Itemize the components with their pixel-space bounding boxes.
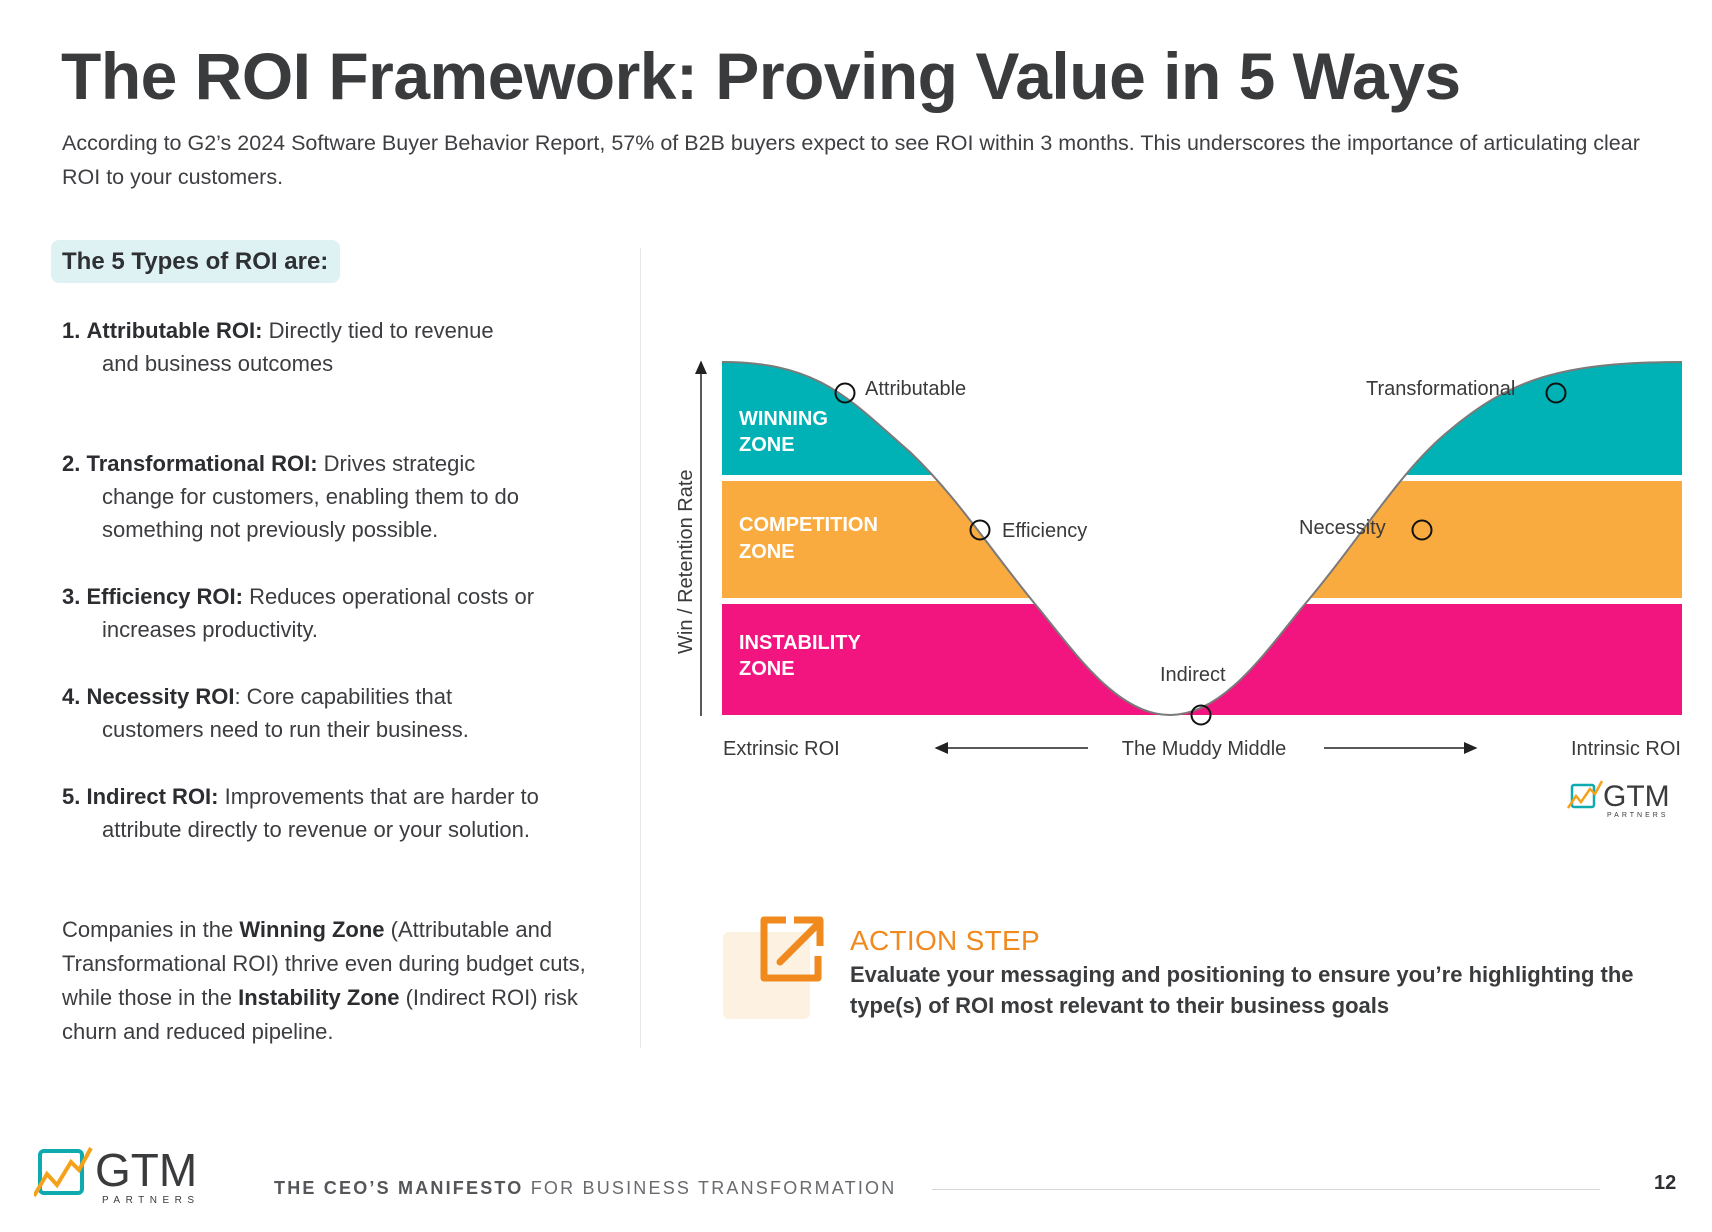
footer-logo: GTM PARTNERS: [34, 1144, 200, 1206]
logo-text: GTM: [1603, 780, 1670, 813]
instability-zone-band: [722, 604, 1682, 715]
necessity-label: Necessity: [1299, 517, 1386, 539]
page-number: 12: [1654, 1172, 1677, 1194]
page-title: The ROI Framework: Proving Value in 5 Wa…: [61, 39, 1461, 113]
action-step-title: ACTION STEP: [850, 925, 1040, 956]
logo-subtext: PARTNERS: [1607, 812, 1668, 819]
roi-item-desc: : Core capabilities that: [234, 684, 453, 709]
x-axis-left-label: Extrinsic ROI: [723, 738, 840, 760]
external-link-icon: [760, 916, 824, 982]
roi-item-attributable: 1. Attributable ROI: Directly tied to re…: [62, 314, 622, 380]
x-axis-middle-label: The Muddy Middle: [1122, 738, 1287, 760]
roi-item-desc: Improvements that are harder to: [218, 784, 539, 809]
instability-zone-label: INSTABILITY: [739, 632, 862, 654]
attributable-label: Attributable: [865, 378, 966, 400]
logo-frame: [38, 1149, 84, 1195]
roi-item-desc-cont: customers need to run their business.: [102, 717, 469, 742]
roi-item-desc-cont: attribute directly to revenue or your so…: [102, 817, 531, 842]
logo-subtext: PARTNERS: [102, 1195, 200, 1206]
roi-item-desc-cont: increases productivity.: [102, 617, 319, 642]
efficiency-label: Efficiency: [1002, 520, 1087, 542]
roi-item-transformational: 2. Transformational ROI: Drives strategi…: [62, 447, 602, 546]
zones-text: (Attributable and Transformational ROI) …: [62, 917, 586, 1010]
y-axis-label: Win / Retention Rate: [675, 469, 697, 654]
zones-paragraph: Companies in the Winning Zone (Attributa…: [62, 913, 622, 1049]
roi-item-number: 5.: [62, 784, 81, 809]
roi-item-number: 3.: [62, 584, 81, 609]
roi-item-indirect: 5. Indirect ROI: Improvements that are h…: [62, 780, 642, 846]
transformational-point: [1545, 382, 1567, 404]
roi-item-label: Necessity ROI: [86, 684, 235, 709]
column-divider: [640, 248, 641, 1048]
competition-zone-label-2: ZONE: [739, 541, 795, 563]
roi-item-desc: Directly tied to revenue: [262, 318, 494, 343]
roi-item-desc: Reduces operational costs or: [242, 584, 535, 609]
winning-zone-label: WINNING: [739, 408, 828, 430]
chart-logo: GTM PARTNERS: [1566, 780, 1670, 819]
action-step-text: Evaluate your messaging and positioning …: [850, 962, 1634, 1018]
indirect-point: [1190, 704, 1212, 726]
attributable-point: [834, 382, 856, 404]
roi-curve-diagram: Win / Retention Rate WINNING ZONE COMPET…: [675, 360, 1683, 819]
logo-text: GTM: [95, 1144, 197, 1196]
roi-item-efficiency: 3. Efficiency ROI: Reduces operational c…: [62, 580, 622, 646]
roi-item-label: Indirect ROI:: [86, 784, 219, 809]
instability-zone-label-2: ZONE: [739, 658, 795, 680]
instability-zone-term: Instability Zone: [238, 985, 400, 1010]
roi-curve: [721, 361, 1683, 717]
necessity-point: [1411, 519, 1433, 541]
footer-title-rest: FOR BUSINESS TRANSFORMATION: [523, 1178, 897, 1198]
zones-text: Companies in the: [62, 917, 240, 942]
roi-item-label: Attributable ROI:: [86, 318, 263, 343]
footer-title: THE CEO’S MANIFESTO FOR BUSINESS TRANSFO…: [274, 1178, 896, 1199]
competition-zone-band: [722, 481, 1682, 598]
logo-trend-line: [34, 1147, 93, 1198]
roi-item-label: Efficiency ROI:: [86, 584, 243, 609]
indirect-label: Indirect: [1160, 664, 1226, 686]
footer-rule: [932, 1189, 1600, 1190]
roi-item-number: 4.: [62, 684, 81, 709]
efficiency-point: [969, 519, 991, 541]
roi-item-label: Transformational ROI:: [86, 451, 318, 476]
roi-item-necessity: 4. Necessity ROI: Core capabilities that…: [62, 680, 622, 746]
x-axis-right-label: Intrinsic ROI: [1571, 738, 1681, 760]
winning-zone-label-2: ZONE: [739, 434, 795, 456]
zones-text: (Indirect ROI) risk churn and reduced pi…: [62, 985, 578, 1044]
roi-item-desc-cont: and business outcomes: [102, 351, 334, 376]
roi-item-number: 2.: [62, 451, 81, 476]
roi-item-desc: Drives strategic: [317, 451, 476, 476]
transformational-label: Transformational: [1366, 378, 1515, 400]
logo-frame: [1570, 783, 1596, 809]
footer-title-bold: THE CEO’S MANIFESTO: [274, 1178, 524, 1198]
roi-item-number: 1.: [62, 318, 81, 343]
intro-paragraph: According to G2’s 2024 Software Buyer Be…: [62, 131, 1640, 189]
logo-trend-line: [1566, 780, 1604, 809]
types-heading: The 5 Types of ROI are:: [51, 240, 341, 283]
roi-item-desc-cont: change for customers, enabling them to d…: [102, 484, 520, 542]
winning-zone-term: Winning Zone: [239, 917, 385, 942]
competition-zone-label: COMPETITION: [739, 514, 878, 536]
